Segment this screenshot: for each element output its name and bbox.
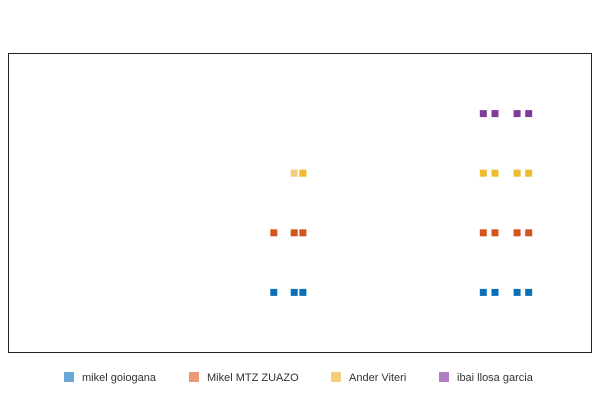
data-point[interactable] — [513, 169, 521, 177]
data-point[interactable] — [290, 229, 298, 237]
legend-label: mikel goiogana — [82, 372, 157, 384]
legend-swatch — [189, 372, 199, 382]
data-point[interactable] — [513, 110, 521, 118]
data-point[interactable] — [479, 229, 487, 237]
data-point[interactable] — [491, 110, 499, 118]
data-point[interactable] — [513, 229, 521, 237]
data-point[interactable] — [290, 169, 298, 177]
legend-label: ibai llosa garcia — [457, 372, 534, 384]
data-point[interactable] — [299, 288, 307, 296]
data-point[interactable] — [290, 288, 298, 296]
series-0 — [270, 288, 533, 296]
legend: mikel goiogana Mikel MTZ ZUAZO Ander Viter… — [64, 372, 534, 384]
data-point[interactable] — [525, 110, 533, 118]
legend-swatch — [64, 372, 74, 382]
series-3 — [479, 110, 533, 118]
legend-item[interactable]: mikel goiogana — [64, 372, 157, 384]
data-point[interactable] — [525, 288, 533, 296]
plot-area — [8, 53, 592, 353]
data-point[interactable] — [491, 169, 499, 177]
legend-swatch — [439, 372, 449, 382]
data-point[interactable] — [491, 229, 499, 237]
data-point[interactable] — [299, 229, 307, 237]
data-point[interactable] — [525, 229, 533, 237]
series-1 — [270, 229, 533, 237]
data-point[interactable] — [491, 288, 499, 296]
data-point[interactable] — [479, 169, 487, 177]
data-point[interactable] — [479, 288, 487, 296]
data-point[interactable] — [270, 229, 278, 237]
legend-item[interactable]: ibai llosa garcia — [439, 372, 534, 384]
data-point[interactable] — [270, 288, 278, 296]
data-point[interactable] — [525, 169, 533, 177]
legend-label: Mikel MTZ ZUAZO — [207, 372, 299, 384]
data-point[interactable] — [513, 288, 521, 296]
data-marks — [270, 110, 533, 296]
legend-swatch — [331, 372, 341, 382]
legend-item[interactable]: Ander Viteri — [331, 372, 406, 384]
series-2 — [290, 169, 533, 177]
data-point[interactable] — [299, 169, 307, 177]
legend-label: Ander Viteri — [349, 372, 406, 384]
legend-item[interactable]: Mikel MTZ ZUAZO — [189, 372, 299, 384]
data-point[interactable] — [479, 110, 487, 118]
